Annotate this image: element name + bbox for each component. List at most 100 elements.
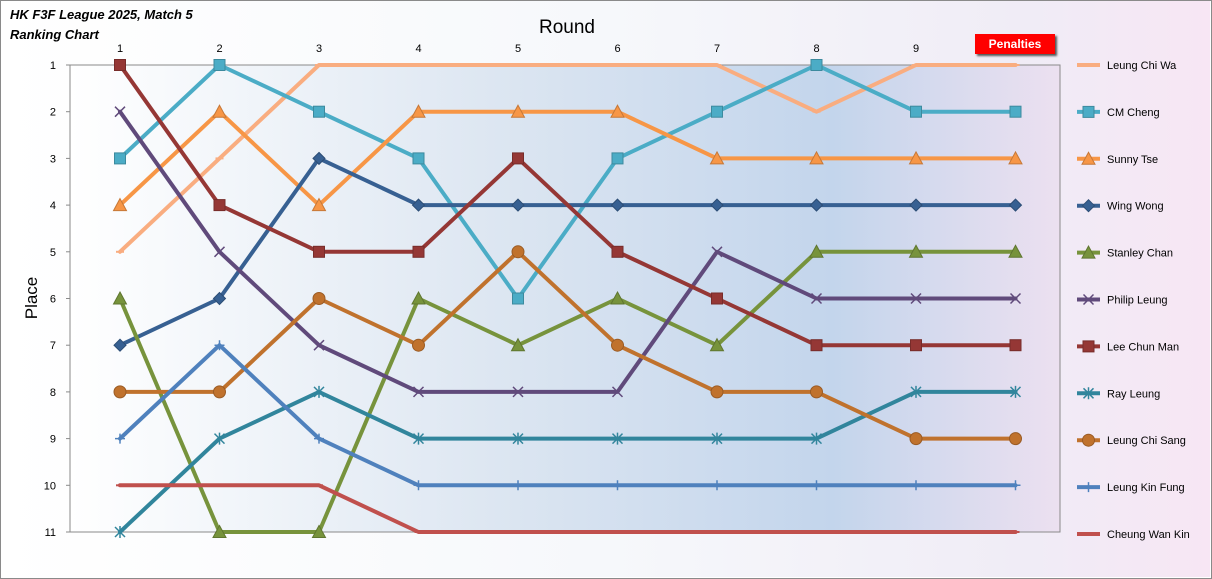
series-line-stanley-chan bbox=[118, 249, 1018, 534]
penalties-button[interactable]: Penalties bbox=[975, 34, 1055, 54]
series-line-lee-chun-man bbox=[118, 63, 1018, 348]
x-tick-label: 7 bbox=[714, 43, 720, 55]
series-line-sunny-tse bbox=[118, 109, 1018, 208]
data-point-ray-leung bbox=[611, 432, 624, 445]
y-tick-label: 6 bbox=[50, 294, 56, 306]
data-point-stanley-chan bbox=[411, 290, 426, 305]
data-point-wing-wong bbox=[411, 198, 426, 212]
data-point-philip-leung bbox=[611, 386, 624, 398]
series-line-philip-leung bbox=[118, 109, 1018, 394]
data-point-stanley-chan bbox=[809, 244, 824, 258]
y-tick-label: 2 bbox=[50, 107, 56, 119]
data-point-leung-kin-fung bbox=[314, 433, 324, 444]
x-tick-label: 4 bbox=[415, 43, 421, 55]
series-line-cheung-wan-kin bbox=[118, 483, 1018, 534]
data-point-wing-wong bbox=[212, 291, 227, 306]
data-point-philip-leung bbox=[810, 292, 823, 305]
y-tick-label: 10 bbox=[44, 480, 56, 492]
data-point-cm-cheng bbox=[412, 152, 425, 165]
data-point-leung-kin-fung bbox=[911, 480, 921, 491]
data-point-philip-leung bbox=[114, 106, 126, 118]
data-point-stanley-chan bbox=[112, 290, 128, 305]
data-point-sunny-tse bbox=[908, 150, 924, 165]
data-point-sunny-tse bbox=[610, 104, 625, 118]
data-point-ray-leung bbox=[313, 385, 325, 398]
data-point-stanley-chan bbox=[212, 524, 227, 538]
chart-subtitle: Ranking Chart bbox=[10, 27, 99, 42]
data-point-leung-kin-fung bbox=[712, 480, 722, 491]
legend-label-lee-chun-man: Lee Chun Man bbox=[1107, 341, 1179, 353]
legend-label-ray-leung: Ray Leung bbox=[1107, 388, 1160, 400]
data-point-lee-chun-man bbox=[711, 292, 723, 305]
data-point-ray-leung bbox=[1009, 385, 1022, 398]
data-point-lee-chun-man bbox=[611, 245, 624, 258]
x-tick-label: 2 bbox=[216, 43, 222, 55]
data-point-wing-wong bbox=[511, 198, 525, 212]
data-point-leung-chi-sang bbox=[810, 385, 823, 399]
y-tick-label: 3 bbox=[50, 153, 56, 165]
data-point-leung-kin-fung bbox=[115, 433, 125, 444]
data-point-philip-leung bbox=[213, 246, 226, 258]
data-point-wing-wong bbox=[710, 198, 724, 212]
data-point-cm-cheng bbox=[213, 59, 226, 71]
data-point-lee-chun-man bbox=[114, 59, 126, 71]
y-tick-label: 9 bbox=[50, 434, 56, 446]
data-point-sunny-tse bbox=[1008, 150, 1023, 165]
data-point-leung-kin-fung bbox=[413, 480, 424, 491]
legend-marker-cm-cheng bbox=[1082, 105, 1095, 118]
data-point-ray-leung bbox=[512, 432, 524, 445]
legend-label-leung-chi-wa: Leung Chi Wa bbox=[1107, 60, 1177, 72]
legend-marker-philip-leung bbox=[1082, 293, 1095, 306]
legend-marker-leung-chi-sang bbox=[1082, 433, 1095, 447]
legend-marker-wing-wong bbox=[1081, 198, 1096, 213]
data-point-leung-chi-sang bbox=[213, 385, 226, 399]
data-point-leung-chi-sang bbox=[412, 338, 425, 352]
data-point-wing-wong bbox=[610, 198, 625, 212]
x-tick-label: 1 bbox=[117, 43, 123, 55]
y-tick-label: 8 bbox=[50, 387, 56, 399]
data-point-stanley-chan bbox=[908, 244, 924, 258]
data-point-cm-cheng bbox=[910, 105, 922, 118]
x-tick-label: 6 bbox=[614, 43, 620, 55]
legend-label-sunny-tse: Sunny Tse bbox=[1107, 154, 1158, 166]
data-point-ray-leung bbox=[910, 385, 922, 398]
data-point-leung-chi-sang bbox=[312, 292, 326, 305]
legend-label-leung-kin-fung: Leung Kin Fung bbox=[1107, 482, 1185, 494]
data-point-wing-wong bbox=[909, 198, 923, 212]
data-point-sunny-tse bbox=[510, 104, 526, 118]
data-point-ray-leung bbox=[114, 526, 126, 538]
y-tick-label: 4 bbox=[50, 200, 56, 212]
data-point-philip-leung bbox=[910, 292, 922, 305]
y-tick-label: 11 bbox=[45, 527, 56, 539]
legend-marker-lee-chun-man bbox=[1082, 340, 1095, 353]
y-tick-label: 7 bbox=[50, 340, 56, 352]
data-point-sunny-tse bbox=[709, 150, 725, 165]
data-point-wing-wong bbox=[312, 151, 326, 166]
data-point-leung-kin-fung bbox=[811, 480, 822, 491]
data-point-lee-chun-man bbox=[512, 152, 524, 165]
legend-label-leung-chi-sang: Leung Chi Sang bbox=[1107, 435, 1186, 447]
y-tick-label: 1 bbox=[50, 60, 56, 72]
data-point-sunny-tse bbox=[311, 197, 327, 212]
data-point-sunny-tse bbox=[809, 150, 824, 165]
x-tick-label: 8 bbox=[813, 43, 819, 55]
data-point-philip-leung bbox=[1009, 292, 1022, 305]
data-point-leung-chi-sang bbox=[1009, 432, 1022, 446]
x-axis-title: Round bbox=[539, 17, 595, 38]
data-point-cm-cheng bbox=[1009, 105, 1022, 118]
data-point-stanley-chan bbox=[1008, 244, 1023, 258]
data-point-leung-kin-fung bbox=[513, 480, 523, 491]
legend-label-cheung-wan-kin: Cheung Wan Kin bbox=[1107, 529, 1190, 541]
data-point-leung-chi-sang bbox=[909, 432, 923, 446]
legend-marker-stanley-chan bbox=[1081, 245, 1096, 259]
data-point-ray-leung bbox=[213, 432, 226, 445]
data-point-cm-cheng bbox=[114, 152, 126, 165]
data-point-lee-chun-man bbox=[910, 339, 922, 352]
data-point-sunny-tse bbox=[112, 197, 128, 212]
data-point-philip-leung bbox=[412, 386, 425, 398]
x-tick-label: 9 bbox=[913, 43, 919, 55]
data-point-leung-chi-sang bbox=[710, 385, 724, 399]
legend-label-wing-wong: Wing Wong bbox=[1107, 201, 1164, 213]
data-point-ray-leung bbox=[711, 432, 723, 445]
